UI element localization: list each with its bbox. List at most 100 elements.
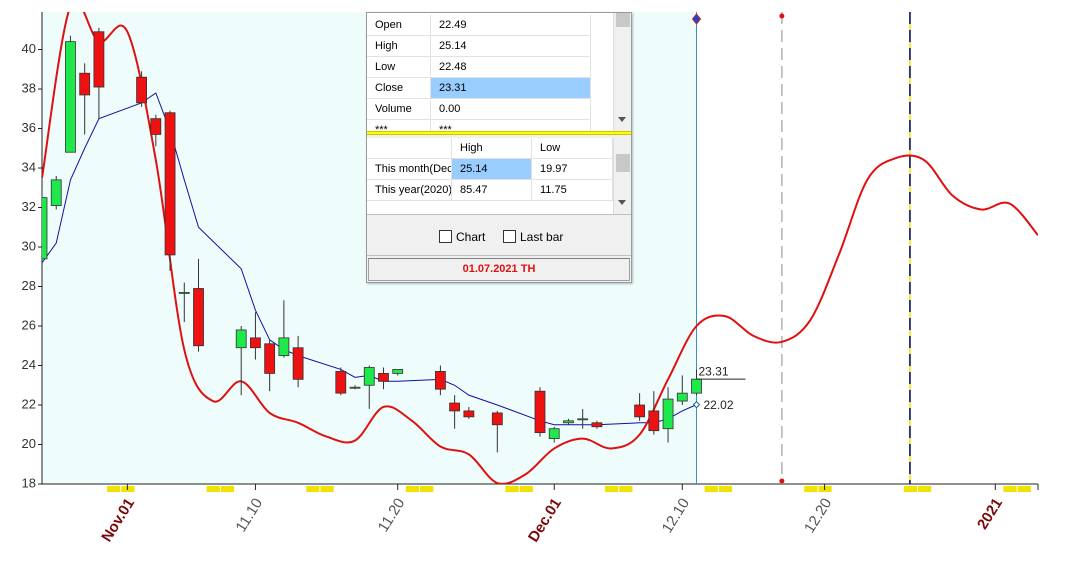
quote-table: Open 22.49 High 25.14 Low 22.48 Close 23.31 Volu… <box>367 13 613 131</box>
quote-label: Volume <box>367 99 431 120</box>
marker-diamond <box>691 13 702 25</box>
y-tick-label: 18 <box>22 475 36 490</box>
candle-body <box>178 292 190 294</box>
y-tick-label: 28 <box>22 278 36 293</box>
x-tick-label: 2021 <box>974 495 1006 532</box>
candle-body <box>534 390 546 434</box>
quote-value: 23.31 <box>431 78 591 99</box>
candle-body <box>50 179 62 206</box>
candle-body <box>150 118 162 135</box>
y-tick-label: 36 <box>22 120 36 135</box>
separator <box>367 131 631 135</box>
weekend-band <box>903 486 918 492</box>
last-average-marker <box>692 400 701 409</box>
quote-value: 22.49 <box>431 15 591 36</box>
y-tick-label: 30 <box>22 238 36 253</box>
checkbox-label[interactable]: Chart <box>456 230 486 244</box>
x-tick-label: Nov.01 <box>98 495 138 545</box>
y-tick-label: 34 <box>22 159 36 174</box>
status-bar: 01.07.2021 TH <box>368 258 630 281</box>
info-panel: Open 22.49 High 25.14 Low 22.48 Close 23.31 Volu… <box>366 12 632 283</box>
candle-body <box>662 398 674 430</box>
candle-body <box>591 422 603 428</box>
candle-body <box>93 31 105 88</box>
marker-dot <box>779 478 785 484</box>
line-series <box>42 12 1038 484</box>
weekend-band <box>220 486 235 492</box>
candle-body <box>449 402 461 412</box>
weekend-band <box>918 486 932 492</box>
last-average-label: 22.02 <box>704 398 734 412</box>
candle-body <box>691 378 702 394</box>
range-header: Low <box>532 138 613 159</box>
candle-body <box>42 197 48 260</box>
checkbox[interactable]: Last bar <box>503 229 583 245</box>
y-tick-label: 40 <box>22 41 36 56</box>
scroll-thumb <box>616 154 630 172</box>
weekend-band <box>505 486 519 492</box>
weekend-band <box>306 486 320 492</box>
x-tick-label: 12.20 <box>801 495 835 536</box>
weekend-band <box>605 486 619 492</box>
weekend-band <box>1003 486 1017 492</box>
candle-body <box>193 288 204 347</box>
checkbox[interactable]: Chart <box>439 229 519 245</box>
weekend-band <box>804 486 818 492</box>
candle-body <box>378 373 389 382</box>
range-value: 25.14 <box>452 159 532 180</box>
y-tick-label: 38 <box>22 80 36 95</box>
range-corner <box>367 138 452 159</box>
weekend-band <box>1017 486 1031 492</box>
candle-body <box>349 386 361 389</box>
last-close-label: 23.31 <box>699 364 729 378</box>
weekend-band <box>320 486 334 492</box>
checkbox-box[interactable] <box>439 230 452 243</box>
candle-body <box>278 337 290 357</box>
quote-value: *** <box>431 120 591 131</box>
scroll-arrow <box>618 117 626 122</box>
range-value: 11.75 <box>532 180 613 201</box>
weekend-band <box>405 486 420 492</box>
candle-body <box>264 343 276 374</box>
checkbox-label[interactable]: Last bar <box>520 230 564 244</box>
weekend-band <box>206 486 220 492</box>
candle-body <box>363 367 375 386</box>
x-tick-label: Dec.01 <box>525 495 565 545</box>
line-series <box>42 92 697 426</box>
range-header: High <box>452 138 532 159</box>
quote-value: 0.00 <box>431 99 591 120</box>
y-tick-label: 32 <box>22 199 36 214</box>
candle-body <box>634 404 645 418</box>
quote-value: 25.14 <box>431 36 591 57</box>
range-table: High Low This month(Dec) 25.14 19.97 This yea… <box>367 138 613 214</box>
candle-body <box>491 412 503 426</box>
weekend-band <box>519 486 533 492</box>
x-tick-label: 11.10 <box>232 495 266 535</box>
x-tick-label: 12.10 <box>659 495 693 536</box>
checkbox-box[interactable] <box>503 230 516 243</box>
x-tick-label: 11.20 <box>375 495 409 535</box>
y-tick-label: 24 <box>22 357 36 372</box>
scroll-arrow <box>618 200 626 205</box>
candle-body <box>335 371 347 394</box>
scroll-thumb <box>616 13 630 27</box>
weekend-band <box>704 486 718 492</box>
candle-body <box>164 112 176 256</box>
candle-body <box>292 347 304 380</box>
candle-body <box>136 76 148 104</box>
range-label: This month(Dec) <box>367 159 452 180</box>
range-value: 19.97 <box>532 159 613 180</box>
weekend-band <box>107 486 121 492</box>
scrollbar <box>613 13 631 131</box>
weekend-band <box>420 486 434 492</box>
quote-label: Close <box>367 78 431 99</box>
quote-label: *** <box>367 120 431 131</box>
candle-body <box>235 329 247 349</box>
options-area: Chart Last bar <box>367 214 631 256</box>
quote-label: Low <box>367 57 431 78</box>
quote-value: 22.48 <box>431 57 591 78</box>
candle-body <box>392 369 404 374</box>
y-tick-label: 22 <box>22 396 36 411</box>
scrollbar <box>613 138 631 214</box>
